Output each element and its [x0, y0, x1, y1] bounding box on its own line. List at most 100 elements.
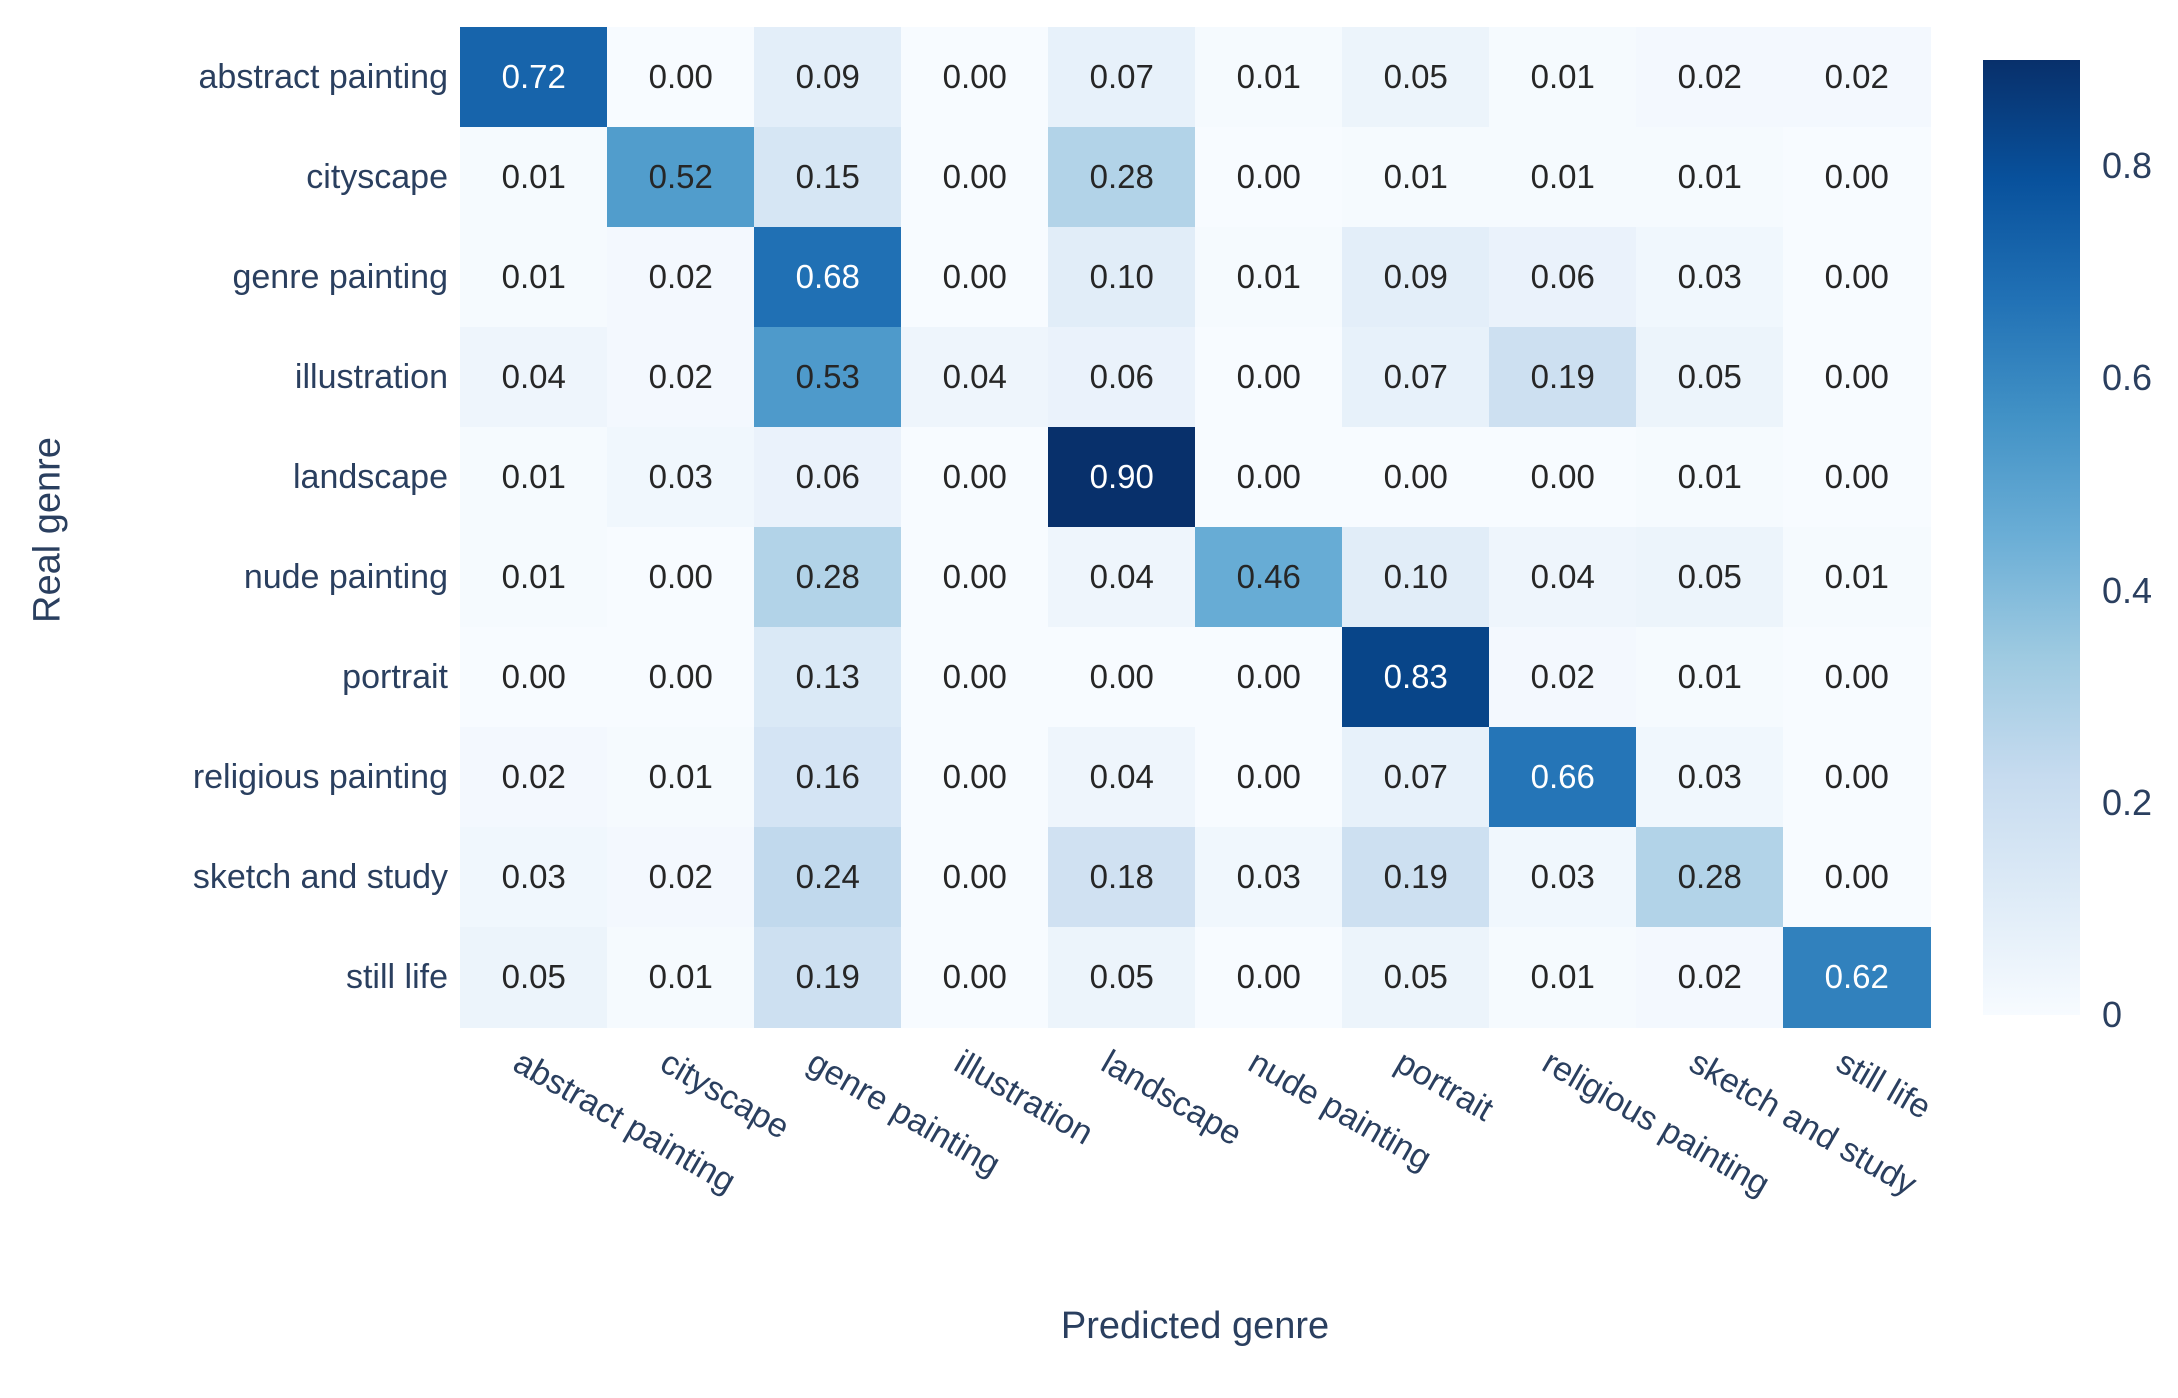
heatmap-cell[interactable]: 0.01: [1636, 127, 1784, 228]
heatmap-cell[interactable]: 0.53: [754, 327, 902, 428]
heatmap-cell[interactable]: 0.15: [754, 127, 902, 228]
heatmap-cell[interactable]: 0.10: [1048, 227, 1196, 328]
heatmap-cell[interactable]: 0.04: [901, 327, 1049, 428]
heatmap-cell[interactable]: 0.01: [607, 927, 755, 1028]
heatmap-cell[interactable]: 0.03: [1636, 227, 1784, 328]
heatmap-cell[interactable]: 0.09: [754, 27, 902, 128]
heatmap-cell[interactable]: 0.04: [1489, 527, 1637, 628]
heatmap-cell[interactable]: 0.01: [1636, 427, 1784, 528]
heatmap-cell[interactable]: 0.13: [754, 627, 902, 728]
heatmap-cell[interactable]: 0.28: [1636, 827, 1784, 928]
heatmap-cell[interactable]: 0.52: [607, 127, 755, 228]
heatmap-cell[interactable]: 0.05: [1342, 927, 1490, 1028]
heatmap-cell[interactable]: 0.01: [460, 127, 608, 228]
heatmap-cell[interactable]: 0.04: [1048, 727, 1196, 828]
heatmap-cell[interactable]: 0.66: [1489, 727, 1637, 828]
heatmap-cell[interactable]: 0.05: [1048, 927, 1196, 1028]
heatmap-cell[interactable]: 0.18: [1048, 827, 1196, 928]
heatmap-cell[interactable]: 0.01: [1342, 127, 1490, 228]
heatmap-cell[interactable]: 0.01: [1489, 927, 1637, 1028]
heatmap-cell[interactable]: 0.00: [1783, 727, 1931, 828]
heatmap-cell[interactable]: 0.03: [1195, 827, 1343, 928]
heatmap-cell[interactable]: 0.00: [901, 127, 1049, 228]
heatmap-cell[interactable]: 0.00: [901, 527, 1049, 628]
heatmap-cell[interactable]: 0.72: [460, 27, 608, 128]
heatmap-cell[interactable]: 0.02: [607, 827, 755, 928]
heatmap-cell[interactable]: 0.46: [1195, 527, 1343, 628]
heatmap-cell[interactable]: 0.00: [901, 927, 1049, 1028]
heatmap-cell[interactable]: 0.01: [460, 527, 608, 628]
heatmap-cell[interactable]: 0.00: [901, 427, 1049, 528]
heatmap-cell[interactable]: 0.00: [1048, 627, 1196, 728]
heatmap-cell[interactable]: 0.03: [1489, 827, 1637, 928]
heatmap-cell[interactable]: 0.00: [1195, 927, 1343, 1028]
heatmap-cell[interactable]: 0.00: [901, 827, 1049, 928]
heatmap-cell[interactable]: 0.02: [1489, 627, 1637, 728]
heatmap-cell[interactable]: 0.01: [460, 227, 608, 328]
heatmap-cell[interactable]: 0.06: [1489, 227, 1637, 328]
heatmap-cell[interactable]: 0.00: [1195, 327, 1343, 428]
heatmap-cell[interactable]: 0.00: [607, 627, 755, 728]
heatmap-cell[interactable]: 0.00: [607, 527, 755, 628]
heatmap-cell[interactable]: 0.03: [1636, 727, 1784, 828]
heatmap-cell[interactable]: 0.02: [1636, 927, 1784, 1028]
heatmap-cell[interactable]: 0.04: [1048, 527, 1196, 628]
heatmap-cell[interactable]: 0.00: [1783, 327, 1931, 428]
heatmap-cell[interactable]: 0.00: [1342, 427, 1490, 528]
heatmap-cell[interactable]: 0.05: [1636, 527, 1784, 628]
heatmap-cell[interactable]: 0.28: [754, 527, 902, 628]
heatmap-cell[interactable]: 0.19: [754, 927, 902, 1028]
heatmap-cell[interactable]: 0.00: [460, 627, 608, 728]
heatmap-cell[interactable]: 0.02: [607, 227, 755, 328]
heatmap-cell[interactable]: 0.00: [1783, 427, 1931, 528]
heatmap-cell[interactable]: 0.00: [607, 27, 755, 128]
heatmap-cell[interactable]: 0.90: [1048, 427, 1196, 528]
heatmap-cell[interactable]: 0.83: [1342, 627, 1490, 728]
heatmap-cell[interactable]: 0.07: [1342, 727, 1490, 828]
heatmap-cell[interactable]: 0.00: [1195, 127, 1343, 228]
heatmap-cell[interactable]: 0.07: [1342, 327, 1490, 428]
heatmap-cell[interactable]: 0.28: [1048, 127, 1196, 228]
heatmap-cell[interactable]: 0.00: [901, 627, 1049, 728]
heatmap-cell[interactable]: 0.02: [460, 727, 608, 828]
heatmap-cell[interactable]: 0.19: [1489, 327, 1637, 428]
heatmap-cell[interactable]: 0.00: [1783, 227, 1931, 328]
heatmap-cell[interactable]: 0.00: [1783, 827, 1931, 928]
heatmap-cell[interactable]: 0.05: [1636, 327, 1784, 428]
heatmap-cell[interactable]: 0.00: [1783, 127, 1931, 228]
heatmap-cell[interactable]: 0.10: [1342, 527, 1490, 628]
heatmap-cell[interactable]: 0.05: [460, 927, 608, 1028]
heatmap-cell[interactable]: 0.16: [754, 727, 902, 828]
heatmap-cell[interactable]: 0.01: [1489, 27, 1637, 128]
heatmap-cell[interactable]: 0.19: [1342, 827, 1490, 928]
heatmap-cell[interactable]: 0.00: [901, 227, 1049, 328]
heatmap-cell[interactable]: 0.02: [1783, 27, 1931, 128]
heatmap-cell[interactable]: 0.01: [1636, 627, 1784, 728]
heatmap-cell[interactable]: 0.24: [754, 827, 902, 928]
heatmap-cell[interactable]: 0.02: [1636, 27, 1784, 128]
heatmap-cell[interactable]: 0.68: [754, 227, 902, 328]
heatmap-cell[interactable]: 0.02: [607, 327, 755, 428]
heatmap-cell[interactable]: 0.06: [1048, 327, 1196, 428]
heatmap-cell[interactable]: 0.00: [1195, 427, 1343, 528]
heatmap-cell[interactable]: 0.62: [1783, 927, 1931, 1028]
heatmap-cell[interactable]: 0.00: [901, 27, 1049, 128]
heatmap-cell[interactable]: 0.00: [1195, 627, 1343, 728]
heatmap-cell[interactable]: 0.01: [1489, 127, 1637, 228]
heatmap-cell[interactable]: 0.05: [1342, 27, 1490, 128]
heatmap-cell[interactable]: 0.01: [1783, 527, 1931, 628]
heatmap-cell[interactable]: 0.01: [460, 427, 608, 528]
heatmap-cell[interactable]: 0.04: [460, 327, 608, 428]
heatmap-cell[interactable]: 0.00: [1783, 627, 1931, 728]
heatmap-cell[interactable]: 0.00: [1195, 727, 1343, 828]
heatmap-cell[interactable]: 0.03: [607, 427, 755, 528]
heatmap-cell[interactable]: 0.01: [607, 727, 755, 828]
heatmap-cell[interactable]: 0.01: [1195, 27, 1343, 128]
heatmap-cell[interactable]: 0.06: [754, 427, 902, 528]
heatmap-cell[interactable]: 0.01: [1195, 227, 1343, 328]
heatmap-cell[interactable]: 0.07: [1048, 27, 1196, 128]
heatmap-cell[interactable]: 0.00: [901, 727, 1049, 828]
heatmap-cell[interactable]: 0.03: [460, 827, 608, 928]
heatmap-cell[interactable]: 0.09: [1342, 227, 1490, 328]
heatmap-cell[interactable]: 0.00: [1489, 427, 1637, 528]
